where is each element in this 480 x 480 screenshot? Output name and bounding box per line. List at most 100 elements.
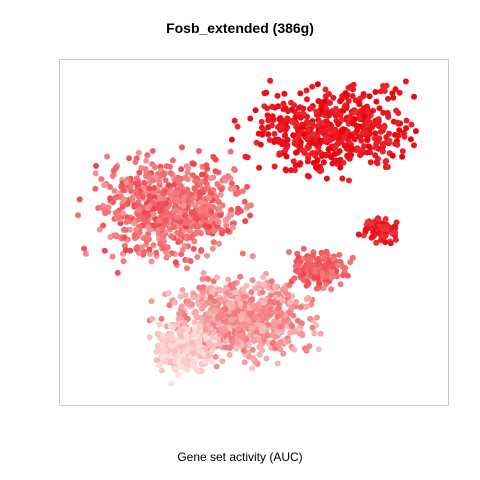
scatter-point <box>327 137 334 144</box>
scatter-point <box>355 231 362 238</box>
scatter-point <box>257 141 264 148</box>
scatter-point <box>180 202 187 209</box>
scatter-point <box>213 274 220 281</box>
scatter-point <box>152 173 159 180</box>
scatter-point <box>275 103 282 110</box>
scatter-point <box>297 160 304 167</box>
scatter-point <box>315 346 322 353</box>
scatter-point <box>315 98 322 105</box>
scatter-point <box>314 81 321 88</box>
scatter-point <box>408 121 415 128</box>
scatter-point <box>254 306 261 313</box>
scatter-point <box>323 175 330 182</box>
scatter-point <box>171 224 178 231</box>
scatter-point <box>344 272 351 279</box>
scatter-point <box>172 189 179 196</box>
scatter-point <box>144 205 151 212</box>
scatter-point <box>180 188 187 195</box>
scatter-point <box>179 246 186 253</box>
scatter-point <box>136 169 143 176</box>
scatter-point <box>217 212 224 219</box>
scatter-point <box>120 258 127 265</box>
scatter-point <box>290 132 297 139</box>
scatter-point <box>271 163 278 170</box>
scatter-point <box>336 251 343 258</box>
scatter-point <box>280 117 287 124</box>
scatter-point <box>136 216 143 223</box>
scatter-point <box>267 77 274 84</box>
scatter-point <box>257 345 264 352</box>
scatter-point <box>165 182 172 189</box>
scatter-point <box>112 209 119 216</box>
scatter-point <box>200 284 207 291</box>
scatter-point <box>146 334 153 341</box>
scatter-point <box>260 274 267 280</box>
scatter-point <box>206 202 213 208</box>
scatter-point <box>249 253 256 260</box>
cluster-top-right <box>228 77 419 184</box>
scatter-point <box>228 207 235 213</box>
scatter-point <box>249 347 256 353</box>
scatter-point <box>198 179 205 186</box>
scatter-point <box>160 353 167 360</box>
scatter-point <box>344 152 351 159</box>
scatter-point <box>255 316 262 323</box>
scatter-point <box>201 302 208 309</box>
scatter-point <box>240 286 247 293</box>
scatter-point <box>126 155 132 162</box>
scatter-point <box>252 337 259 344</box>
scatter-point <box>133 226 140 233</box>
scatter-point <box>271 283 278 290</box>
scatter-point <box>156 203 163 210</box>
scatter-point <box>196 323 203 329</box>
scatter-point <box>258 308 265 315</box>
scatter-point <box>177 183 184 190</box>
scatter-point <box>288 167 295 174</box>
scatter-point <box>291 346 298 353</box>
scatter-point <box>129 194 136 201</box>
scatter-point <box>364 105 371 112</box>
scatter-point <box>242 153 249 160</box>
scatter-point <box>274 92 281 99</box>
scatter-point <box>135 149 142 156</box>
scatter-point <box>389 152 396 159</box>
scatter-point <box>411 142 417 149</box>
scatter-point <box>297 90 304 97</box>
scatter-point <box>202 333 209 340</box>
scatter-point <box>320 159 327 166</box>
scatter-point <box>163 217 170 223</box>
scatter-point <box>101 247 108 254</box>
scatter-point <box>372 130 379 137</box>
scatter-point <box>301 264 308 271</box>
scatter-point <box>328 154 335 161</box>
scatter-point <box>203 315 210 322</box>
scatter-point <box>200 270 207 277</box>
scatter-point <box>274 360 281 367</box>
scatter-point <box>271 321 278 328</box>
scatter-point <box>159 367 165 374</box>
scatter-point <box>318 249 325 256</box>
scatter-point <box>150 200 157 207</box>
scatter-point <box>297 142 304 149</box>
scatter-point <box>141 179 148 186</box>
scatter-point <box>325 146 332 153</box>
scatter-point <box>127 247 134 254</box>
scatter-point <box>380 140 387 147</box>
scatter-point <box>325 112 332 119</box>
scatter-point <box>382 216 389 222</box>
scatter-point <box>274 313 281 320</box>
scatter-point <box>101 182 108 189</box>
scatter-point <box>361 113 368 120</box>
scatter-point <box>222 306 229 313</box>
scatter-point <box>322 86 329 93</box>
scatter-point <box>156 217 163 224</box>
scatter-point <box>356 114 363 121</box>
scatter-point <box>381 88 388 94</box>
scatter-point <box>218 326 225 333</box>
scatter-point <box>117 220 124 227</box>
scatter-point <box>202 358 209 365</box>
scatter-point <box>131 232 138 239</box>
scatter-point <box>190 350 197 357</box>
scatter-point <box>367 159 374 166</box>
scatter-point <box>325 259 332 266</box>
